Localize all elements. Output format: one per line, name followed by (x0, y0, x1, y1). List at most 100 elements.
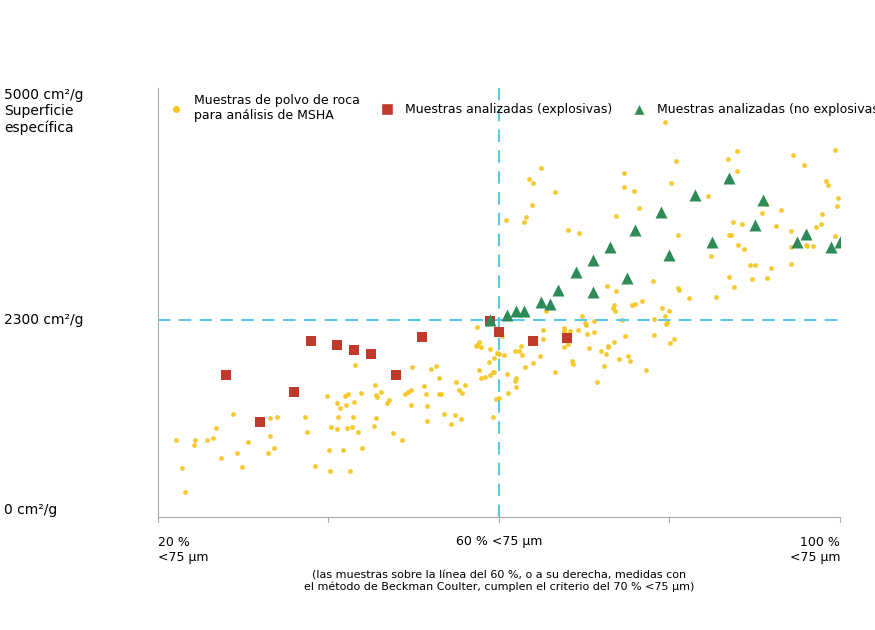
Point (469, 341, 483, 351)
Point (486, 367, 500, 377)
Point (571, 228, 585, 238)
Point (612, 354, 626, 364)
Point (346, 413, 360, 423)
Point (348, 360, 362, 370)
Point (710, 292, 724, 302)
Point (828, 145, 842, 155)
Point (525, 200, 539, 210)
Point (647, 314, 661, 324)
Point (654, 303, 668, 313)
Point (551, 285, 565, 295)
Point (797, 160, 811, 170)
Point (509, 306, 523, 316)
Point (724, 230, 738, 240)
Point (515, 350, 529, 360)
Point (330, 398, 344, 408)
Point (343, 466, 357, 476)
Point (483, 314, 497, 324)
Point (489, 394, 503, 404)
Point (769, 221, 783, 231)
Point (483, 345, 497, 355)
Point (590, 377, 604, 387)
Point (370, 392, 384, 402)
Point (304, 336, 318, 346)
Text: 20 %
<75 µm: 20 % <75 µm (158, 536, 208, 563)
Point (806, 241, 820, 251)
Text: 60 % <75 µm: 60 % <75 µm (456, 536, 542, 549)
Point (308, 461, 322, 471)
Point (597, 361, 611, 371)
Point (500, 310, 514, 320)
Point (420, 401, 434, 411)
Point (169, 435, 183, 445)
Point (522, 174, 536, 184)
Point (241, 437, 255, 447)
Point (508, 346, 522, 356)
Point (287, 387, 301, 398)
Point (518, 362, 532, 372)
Point (487, 411, 500, 421)
Point (417, 381, 431, 391)
Text: (las muestras sobre la línea del 60 %, o a su derecha, medidas con
el método de : (las muestras sobre la línea del 60 %, o… (304, 570, 694, 592)
Point (340, 423, 354, 433)
Point (487, 367, 501, 377)
Point (454, 388, 468, 398)
Point (704, 251, 717, 261)
Point (562, 225, 576, 235)
Point (483, 316, 497, 326)
Point (548, 186, 562, 197)
Point (625, 301, 639, 311)
Point (570, 324, 584, 335)
Point (833, 238, 847, 248)
Point (608, 306, 622, 316)
Point (424, 364, 438, 374)
Point (419, 389, 433, 399)
Point (731, 239, 745, 249)
Point (175, 462, 189, 472)
Point (526, 178, 540, 188)
Point (646, 277, 660, 287)
Point (434, 389, 448, 399)
Point (784, 243, 798, 253)
Point (300, 427, 314, 437)
Point (454, 415, 468, 425)
Point (262, 431, 276, 441)
Point (206, 433, 220, 444)
Point (508, 375, 522, 386)
Point (263, 413, 277, 423)
Point (526, 336, 540, 346)
Point (669, 156, 683, 166)
Point (536, 334, 550, 344)
Point (298, 411, 312, 421)
Point (664, 178, 678, 188)
Point (662, 306, 676, 316)
Point (345, 422, 359, 432)
Point (483, 370, 497, 380)
Point (814, 219, 828, 229)
Point (723, 230, 737, 240)
Point (586, 316, 600, 326)
Legend: Muestras de polvo de roca
para análisis de MSHA, Muestras analizadas (explosivas: Muestras de polvo de roca para análisis … (164, 94, 875, 122)
Point (722, 173, 736, 183)
Point (474, 373, 488, 383)
Point (474, 342, 488, 352)
Point (539, 306, 553, 316)
Point (606, 302, 620, 312)
Point (615, 314, 629, 324)
Point (721, 154, 735, 164)
Point (606, 337, 620, 347)
Point (438, 409, 452, 419)
Point (472, 365, 486, 375)
Point (452, 384, 466, 394)
Point (448, 410, 462, 420)
Point (556, 342, 570, 352)
Point (824, 242, 838, 252)
Point (333, 403, 347, 413)
Point (405, 362, 419, 372)
Point (346, 345, 360, 355)
Point (670, 283, 684, 293)
Point (415, 331, 429, 341)
Point (566, 360, 580, 370)
Point (535, 297, 549, 307)
Point (470, 340, 484, 350)
